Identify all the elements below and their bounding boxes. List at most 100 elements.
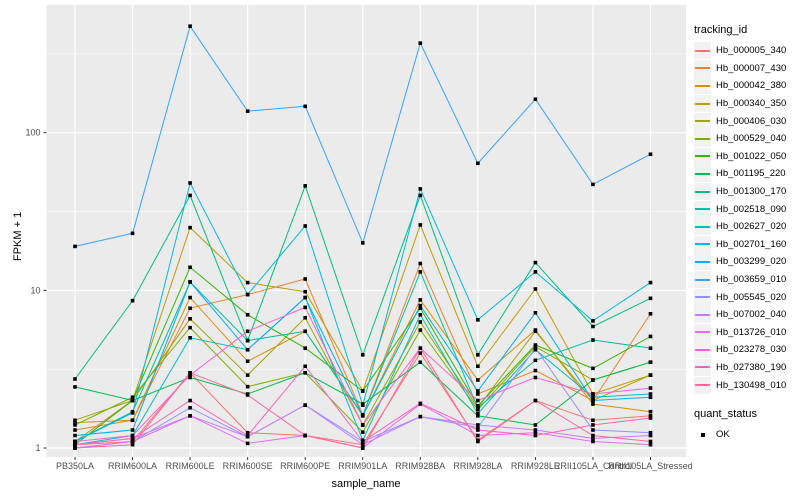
legend-item: Hb_001300_170 xyxy=(694,183,800,201)
data-point xyxy=(533,368,538,373)
legend-item: Hb_001195_220 xyxy=(694,165,800,183)
data-point xyxy=(648,373,653,377)
data-point xyxy=(188,225,192,230)
legend-key-line-icon xyxy=(695,243,710,246)
data-point xyxy=(245,384,250,389)
data-point xyxy=(591,366,595,371)
legend-key-swatch xyxy=(694,130,711,148)
data-point xyxy=(476,389,480,393)
data-point xyxy=(418,306,423,311)
x-tick-label: RRIM600PE xyxy=(280,461,330,471)
legend-item: Hb_005545_020 xyxy=(694,288,800,306)
data-point xyxy=(73,420,77,425)
legend-key-swatch xyxy=(694,288,711,306)
data-point xyxy=(591,319,595,323)
data-point xyxy=(533,97,538,102)
legend-item: Hb_000406_030 xyxy=(694,112,800,130)
data-point xyxy=(418,223,423,227)
data-point xyxy=(476,404,480,408)
legend-key-swatch xyxy=(694,323,711,341)
data-point xyxy=(73,446,77,450)
data-point xyxy=(591,392,595,396)
legend-item: Hb_023278_030 xyxy=(694,341,800,359)
data-point xyxy=(245,430,250,435)
data-point xyxy=(188,24,192,28)
data-point xyxy=(591,436,595,441)
data-point xyxy=(130,298,135,303)
data-point xyxy=(303,305,307,310)
data-point xyxy=(245,441,250,446)
data-point xyxy=(188,295,192,300)
data-point xyxy=(648,334,653,339)
legend-item: Hb_003659_010 xyxy=(694,271,800,289)
data-point xyxy=(360,414,365,418)
legend-key-line-icon xyxy=(695,172,710,175)
y-tick-label: 1 xyxy=(35,443,40,453)
data-point xyxy=(188,414,192,418)
legend-key-swatch xyxy=(694,376,711,394)
legend-key-swatch xyxy=(694,112,711,130)
legend-item: Hb_002518_090 xyxy=(694,200,800,218)
data-point xyxy=(533,329,538,334)
data-point xyxy=(245,347,250,352)
legend-key-swatch xyxy=(694,218,711,236)
data-point xyxy=(245,373,250,377)
data-point xyxy=(476,414,480,418)
legend-key-swatch xyxy=(694,358,711,376)
data-point xyxy=(73,385,77,389)
data-point xyxy=(360,423,365,427)
legend-key-swatch xyxy=(694,426,711,443)
data-point xyxy=(303,370,307,375)
data-point xyxy=(188,306,192,311)
legend-key-swatch xyxy=(694,95,711,113)
legend-item-label: Hb_000406_030 xyxy=(716,115,787,127)
legend-item-label: Hb_002627_020 xyxy=(716,221,787,233)
data-point xyxy=(476,425,480,430)
legend-key-swatch xyxy=(694,59,711,77)
data-point xyxy=(303,433,307,438)
data-point xyxy=(360,403,365,407)
data-point xyxy=(591,324,595,329)
data-point xyxy=(188,181,192,185)
data-point xyxy=(648,414,653,418)
data-point xyxy=(476,411,480,416)
legend-key-line-icon xyxy=(695,225,710,228)
legend-key-line-icon xyxy=(695,102,710,105)
data-point xyxy=(245,359,250,364)
data-point xyxy=(188,370,192,375)
data-point xyxy=(648,346,653,350)
legend-key-swatch xyxy=(694,200,711,218)
data-point xyxy=(648,433,653,438)
legend-key-swatch xyxy=(694,147,711,165)
data-point xyxy=(73,442,77,447)
data-point xyxy=(591,423,595,427)
legend-key-line-icon xyxy=(695,366,710,369)
legend-key-line-icon xyxy=(695,120,710,123)
legend-item-label: Hb_000340_350 xyxy=(716,98,787,110)
data-point xyxy=(418,320,423,324)
legend-item-label: Hb_013726_010 xyxy=(716,326,787,338)
data-point xyxy=(418,401,423,406)
data-point xyxy=(73,433,77,438)
data-point xyxy=(476,398,480,403)
data-point xyxy=(245,109,250,113)
data-point xyxy=(476,392,480,396)
legend-item: Hb_007002_040 xyxy=(694,306,800,324)
data-point xyxy=(418,298,423,302)
data-point xyxy=(188,316,192,321)
legend-key-line-icon xyxy=(695,278,710,281)
legend-item: Hb_013726_010 xyxy=(694,323,800,342)
data-point xyxy=(591,182,595,187)
legend-item-label: Hb_000007_430 xyxy=(716,62,787,74)
data-point xyxy=(533,398,538,403)
legend-item-label: Hb_001300_170 xyxy=(716,186,787,198)
x-tick-label: RRII105LA_Stressed xyxy=(608,461,692,471)
legend-item-label: Hb_000005_340 xyxy=(716,45,787,57)
legend-item-label: OK xyxy=(716,429,730,441)
data-point xyxy=(533,430,538,435)
data-point xyxy=(245,329,250,334)
data-point xyxy=(188,325,192,330)
legend-item-label: Hb_001195_220 xyxy=(716,168,786,180)
data-point xyxy=(130,433,135,438)
data-point xyxy=(418,312,423,317)
